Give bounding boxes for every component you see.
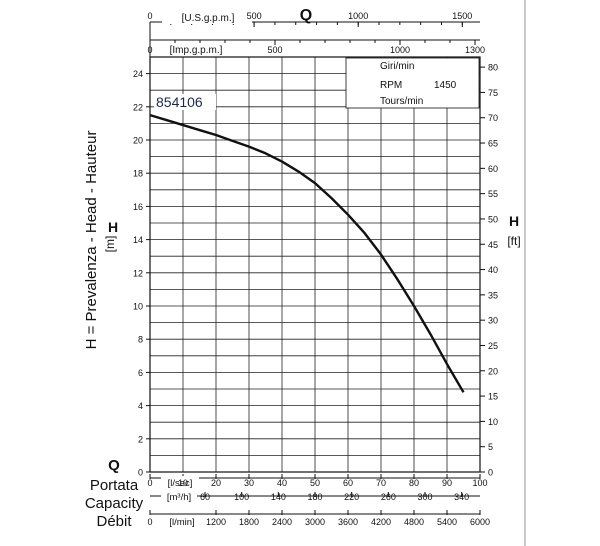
y-right-tick-label: 35 [488, 290, 498, 300]
y-right-tick-label: 65 [488, 139, 498, 149]
x-bottom-symbol: Q [108, 457, 120, 474]
y-right-tick-label: 55 [488, 189, 498, 199]
x-top1-tick-label: 0 [147, 11, 152, 21]
y-left-tick-label: 4 [138, 401, 143, 411]
y-left-tick-label: 12 [133, 268, 143, 278]
y-right-tick-label: 45 [488, 240, 498, 250]
x-bottom3-tick-label: 6000 [470, 517, 490, 527]
rpm-label-en: RPM [380, 80, 402, 91]
y-right-tick-label: 70 [488, 113, 498, 123]
x-bottom2-tick-label: 100 [234, 492, 249, 502]
x-bottom1-tick-label: 90 [442, 478, 452, 488]
x-bottom1-unit: [l/sec] [168, 478, 193, 489]
x-top1-tick-label: 500 [247, 11, 262, 21]
x-bottom1-tick-label: 100 [472, 478, 487, 488]
model-title: 854106 [156, 94, 203, 110]
y-right-symbol: H [509, 213, 519, 229]
y-left-tick-label: 2 [138, 434, 143, 444]
y-right-tick-label: 15 [488, 392, 498, 402]
x-bottom3-tick-label: 0 [147, 517, 152, 527]
y-right-tick-label: 5 [488, 442, 493, 452]
x-bottom1-tick-label: 30 [244, 478, 254, 488]
x-bottom2-tick-label: 340 [454, 492, 469, 502]
y-right-tick-label: 60 [488, 164, 498, 174]
y-left-tick-label: 0 [138, 468, 143, 478]
y-right-tick-label: 80 [488, 63, 498, 73]
x-bottom2-unit-box [161, 490, 197, 503]
x-bottom2-unit: [m³/h] [167, 492, 191, 503]
x-bottom2-tick-label: 220 [344, 492, 359, 502]
y-right-tick-label: 25 [488, 341, 498, 351]
x-top2-tick-label: 1000 [390, 45, 410, 55]
x-bottom1-tick-label: 10 [178, 478, 188, 488]
x-bottom2-tick-label: 140 [271, 492, 286, 502]
plot-frame [149, 56, 481, 473]
capacity-label-en: Capacity [85, 495, 144, 512]
x-top1-unit: [U.S.g.p.m.] [182, 13, 235, 24]
y-right-unit: [ft] [507, 234, 520, 248]
y-left-tick-label: 24 [133, 69, 143, 79]
y-right-tick-label: 30 [488, 316, 498, 326]
model-title-box [154, 94, 216, 110]
x-bottom2-tick-label: 260 [381, 492, 396, 502]
x-bottom1-tick-label: 70 [376, 478, 386, 488]
y-left-unit: [m] [103, 236, 117, 253]
x-bottom1-tick-label: 0 [147, 478, 152, 488]
x-bottom1-tick-label: 50 [310, 478, 320, 488]
x-bottom3-tick-label: 1800 [239, 517, 259, 527]
x-top2-tick-label: 0 [147, 45, 152, 55]
rpm-label-fr: Tours/min [380, 96, 423, 107]
x-bottom3-tick-label: 4800 [404, 517, 424, 527]
x-top1-tick-label: 1500 [452, 11, 472, 21]
x-bottom3-unit: [l/min] [169, 517, 194, 528]
x-bottom1-tick-label: 20 [211, 478, 221, 488]
x-bottom1-tick-label: 40 [277, 478, 287, 488]
x-bottom1-tick-label: 60 [343, 478, 353, 488]
y-left-tick-label: 6 [138, 368, 143, 378]
x-bottom3-tick-label: 3000 [305, 517, 325, 527]
x-bottom1-tick-label: 80 [409, 478, 419, 488]
x-bottom2-tick-label: 60 [200, 492, 210, 502]
y-right-tick-label: 0 [488, 468, 493, 478]
y-left-symbol: H [108, 219, 118, 235]
rpm-label-it: Giri/min [380, 61, 414, 72]
y-left-tick-label: 22 [133, 102, 143, 112]
y-left-tick-label: 8 [138, 335, 143, 345]
x-top-symbol: Q [300, 7, 312, 24]
x-top2-tick-label: 1300 [465, 45, 485, 55]
y-right-tick-label: 50 [488, 214, 498, 224]
x-bottom3-tick-label: 2400 [272, 517, 292, 527]
page-edge-divider [524, 0, 526, 546]
x-top2-unit-box [162, 43, 232, 56]
y-left-axis-title: H = Prevalenza - Head - Hauteur [83, 131, 100, 350]
x-top2-unit: [Imp.g.p.m.] [170, 45, 223, 56]
x-bottom2-tick-label: 180 [307, 492, 322, 502]
y-left-tick-label: 10 [133, 302, 143, 312]
x-top2-tick-label: 500 [267, 45, 282, 55]
y-right-tick-label: 75 [488, 88, 498, 98]
capacity-label-fr: Débit [96, 513, 132, 530]
x-bottom3-tick-label: 5400 [437, 517, 457, 527]
y-left-tick-label: 20 [133, 136, 143, 146]
x-bottom3-tick-label: 4200 [371, 517, 391, 527]
y-left-tick-label: 16 [133, 202, 143, 212]
x-bottom2-tick-label: 300 [417, 492, 432, 502]
rpm-value: 1450 [434, 80, 457, 91]
y-left-tick-label: 14 [133, 235, 143, 245]
x-bottom1-unit-box [161, 476, 199, 489]
y-right-tick-label: 20 [488, 366, 498, 376]
x-top1-tick-label: 1000 [348, 11, 368, 21]
y-left-tick-label: 18 [133, 169, 143, 179]
rpm-box [345, 57, 480, 109]
y-right-tick-label: 40 [488, 265, 498, 275]
x-bottom3-tick-label: 1200 [206, 517, 226, 527]
x-top1-unit-box [162, 11, 252, 24]
capacity-label-it: Portata [90, 477, 139, 494]
x-bottom3-unit-box [161, 515, 203, 528]
performance-curve [149, 113, 465, 393]
y-right-tick-label: 10 [488, 417, 498, 427]
x-bottom3-tick-label: 3600 [338, 517, 358, 527]
